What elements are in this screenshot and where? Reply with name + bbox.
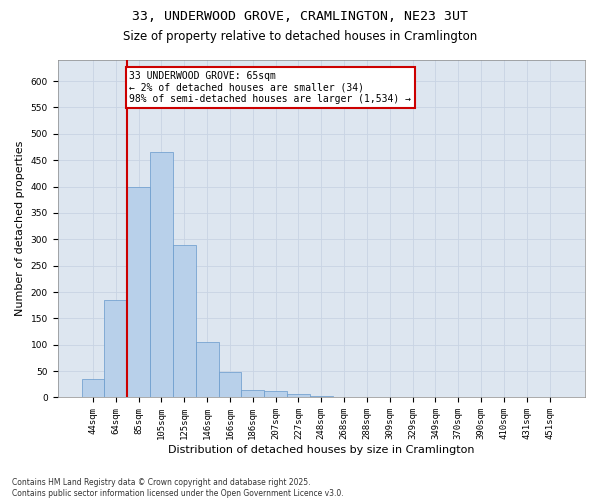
Bar	[538, 397, 561, 398]
Text: Size of property relative to detached houses in Cramlington: Size of property relative to detached ho…	[123, 30, 477, 43]
X-axis label: Distribution of detached houses by size in Cramlington: Distribution of detached houses by size …	[168, 445, 475, 455]
Bar	[150, 152, 173, 398]
Bar	[104, 300, 127, 398]
Bar	[264, 390, 287, 398]
Y-axis label: Number of detached properties: Number of detached properties	[15, 141, 25, 316]
Text: Contains HM Land Registry data © Crown copyright and database right 2025.
Contai: Contains HM Land Registry data © Crown c…	[12, 478, 344, 498]
Text: 33 UNDERWOOD GROVE: 65sqm
← 2% of detached houses are smaller (34)
98% of semi-d: 33 UNDERWOOD GROVE: 65sqm ← 2% of detach…	[130, 70, 412, 104]
Bar	[241, 390, 264, 398]
Bar	[218, 372, 241, 398]
Bar	[493, 397, 515, 398]
Bar	[287, 394, 310, 398]
Bar	[127, 186, 150, 398]
Bar	[196, 342, 218, 398]
Bar	[356, 397, 379, 398]
Bar	[332, 397, 356, 398]
Bar	[173, 244, 196, 398]
Bar	[310, 396, 332, 398]
Bar	[82, 379, 104, 398]
Bar	[401, 397, 424, 398]
Text: 33, UNDERWOOD GROVE, CRAMLINGTON, NE23 3UT: 33, UNDERWOOD GROVE, CRAMLINGTON, NE23 3…	[132, 10, 468, 23]
